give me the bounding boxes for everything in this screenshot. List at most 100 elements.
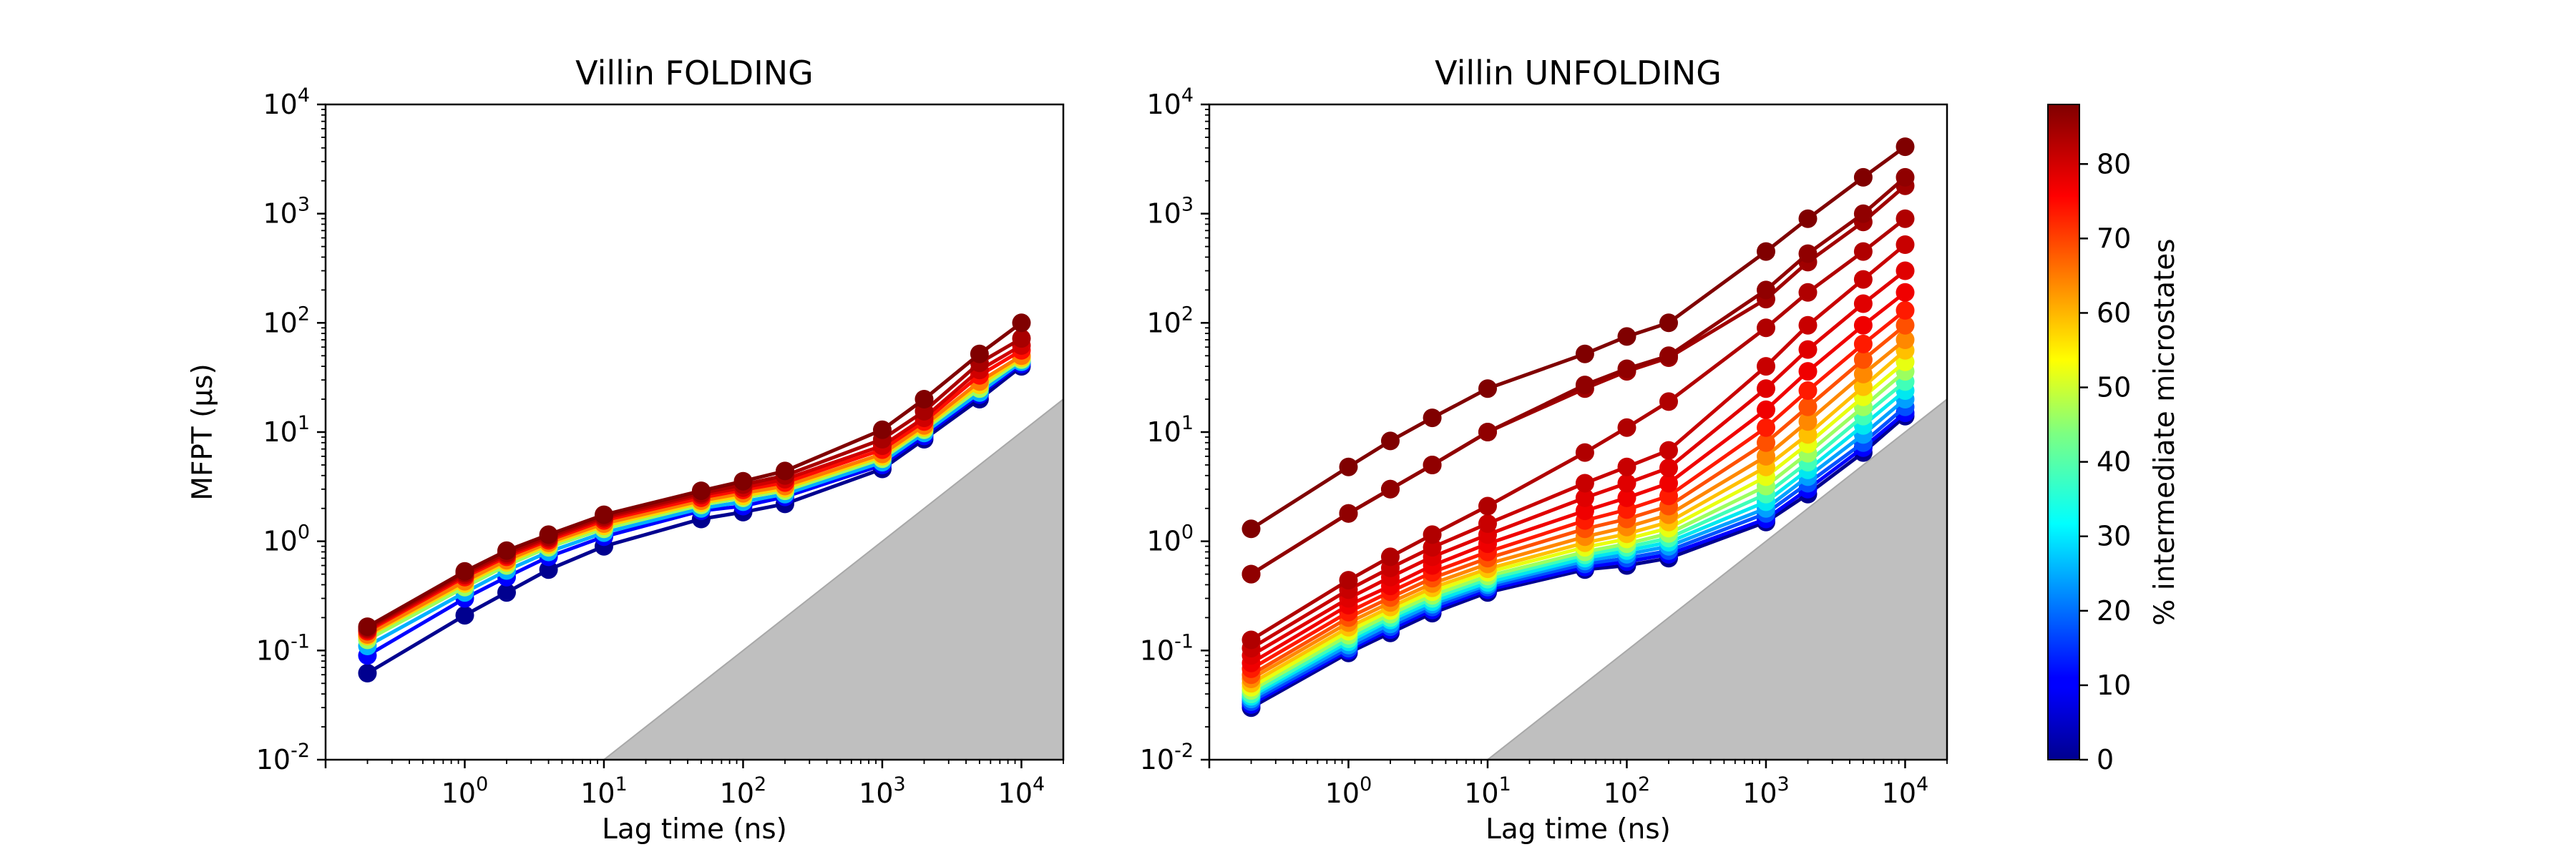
data-point: [1241, 519, 1261, 539]
data-point: [1381, 547, 1400, 567]
y-tick-label: 10-1: [256, 630, 310, 666]
x-tick-label: 102: [720, 773, 767, 809]
data-point: [1575, 376, 1594, 395]
data-point: [1798, 397, 1818, 416]
y-tick-label: 10-2: [1140, 740, 1194, 775]
x-axis-label: Lag time (ns): [602, 813, 787, 846]
colorbar-tick-label: 20: [2097, 595, 2131, 627]
data-point: [1659, 392, 1678, 411]
data-point: [1896, 137, 1915, 157]
data-point: [1757, 318, 1775, 338]
data-point: [1798, 362, 1818, 381]
data-point: [1617, 418, 1636, 437]
data-point: [1575, 488, 1594, 507]
y-tick-label: 101: [263, 412, 310, 448]
y-tick-label: 101: [1146, 412, 1194, 448]
data-point: [1617, 359, 1636, 378]
data-point: [873, 420, 892, 439]
x-tick-label: 102: [1604, 773, 1651, 809]
y-tick-label: 102: [1146, 303, 1194, 338]
x-tick-label: 104: [998, 773, 1045, 809]
data-point: [1896, 235, 1915, 254]
x-tick-label: 101: [1464, 773, 1511, 809]
data-point: [539, 525, 558, 544]
y-axis-label: MFPT (µs): [187, 363, 219, 500]
data-point: [1575, 474, 1594, 493]
data-point: [1617, 488, 1636, 507]
data-point: [1798, 425, 1818, 444]
y-tick-label: 10-2: [256, 740, 310, 775]
data-point: [1853, 315, 1873, 335]
colorbar-tick-label: 60: [2097, 297, 2131, 328]
data-point: [1339, 571, 1358, 590]
data-point: [1757, 400, 1775, 419]
data-point: [1896, 283, 1915, 302]
data-point: [1241, 564, 1261, 584]
data-point: [1853, 167, 1873, 187]
y-tick-label: 104: [1146, 84, 1194, 120]
data-point: [1478, 496, 1497, 516]
colorbar-tick-label: 70: [2097, 222, 2131, 254]
data-point: [595, 505, 613, 524]
colorbar-gradient: [2047, 104, 2080, 760]
data-point: [1798, 315, 1818, 335]
data-point: [1798, 412, 1818, 431]
data-point: [1798, 283, 1818, 302]
folding-panel: 100 101 102 103 104 10-2 10-1 100 101 102 103 104 Vi…: [187, 54, 1065, 846]
data-point: [1853, 350, 1873, 369]
colorbar-tick-label: 80: [2097, 148, 2131, 180]
data-point: [1757, 418, 1775, 437]
data-point: [1853, 334, 1873, 353]
data-point: [1853, 270, 1873, 289]
chart-title: Villin FOLDING: [575, 54, 814, 92]
y-tick-label: 100: [263, 521, 310, 557]
y-tick-label: 104: [263, 84, 310, 120]
data-point: [1575, 344, 1594, 363]
x-tick-label: 103: [859, 773, 906, 809]
data-point: [1757, 357, 1775, 376]
data-point: [1381, 431, 1400, 451]
data-point: [1241, 630, 1261, 650]
shaded-region: [602, 397, 1064, 760]
colorbar-tick-label: 50: [2097, 372, 2131, 403]
data-point: [1617, 457, 1636, 476]
data-point: [539, 560, 558, 579]
x-tick-label: 100: [441, 773, 489, 809]
data-point: [1575, 501, 1594, 521]
data-point: [1012, 329, 1031, 348]
data-point: [1659, 474, 1678, 493]
data-point: [1896, 261, 1915, 280]
data-point: [1896, 209, 1915, 228]
unfolding-panel: 100 101 102 103 104 10-2 10-1 100 101 102 103 104 Vi…: [1140, 54, 1948, 846]
y-tick-label: 102: [263, 303, 310, 338]
colorbar-tick-label: 30: [2097, 521, 2131, 552]
data-point: [1617, 327, 1636, 346]
data-point: [1853, 242, 1873, 261]
y-tick-label: 103: [263, 194, 310, 230]
data-point: [1381, 479, 1400, 499]
data-point: [1798, 381, 1818, 400]
colorbar-tick-label: 10: [2097, 670, 2131, 701]
data-point: [497, 583, 516, 602]
data-point: [1012, 313, 1031, 333]
data-point: [970, 344, 989, 363]
data-point: [1798, 340, 1818, 359]
data-point: [776, 461, 794, 481]
data-point: [1757, 446, 1775, 466]
x-tick-label: 101: [580, 773, 628, 809]
y-tick-label: 10-1: [1140, 630, 1194, 666]
data-point: [455, 606, 474, 625]
data-point: [1423, 525, 1442, 544]
data-point: [1853, 204, 1873, 223]
data-point: [1798, 244, 1818, 263]
data-point: [1478, 423, 1497, 441]
chart-title: Villin UNFOLDING: [1435, 54, 1722, 92]
data-point: [1757, 379, 1775, 398]
data-point: [1659, 441, 1678, 460]
data-point: [1659, 486, 1678, 506]
data-point: [1659, 313, 1678, 333]
data-point: [1896, 315, 1915, 335]
x-tick-label: 104: [1882, 773, 1929, 809]
